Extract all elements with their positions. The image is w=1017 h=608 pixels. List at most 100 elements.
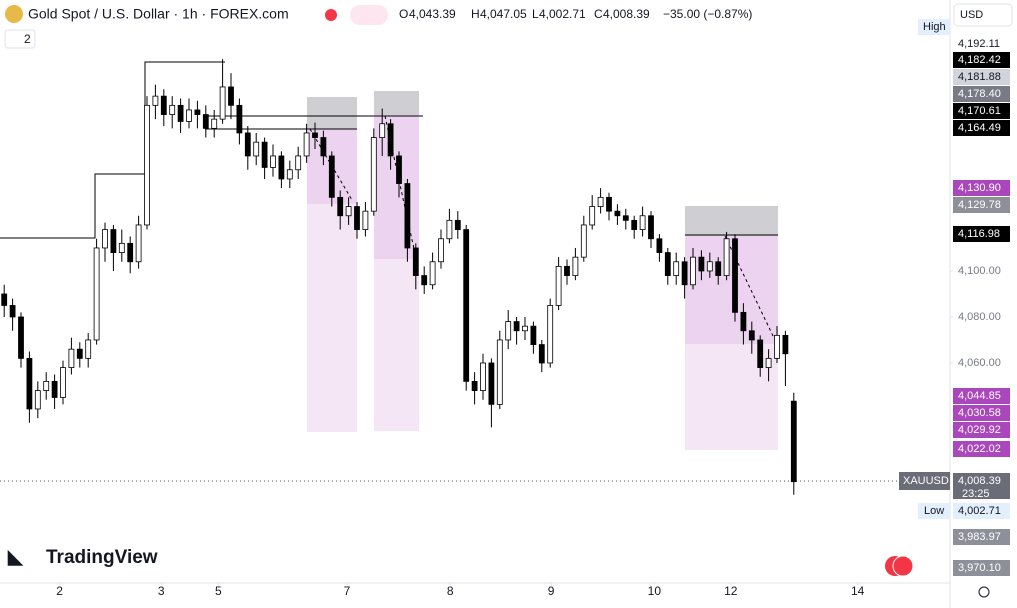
price-tag-label: 4,170.61	[958, 105, 1001, 117]
price-tag-label: 4,129.78	[958, 199, 1001, 211]
candle-body	[244, 132, 251, 157]
ohlc-label: O	[399, 7, 408, 21]
candle-body	[614, 210, 621, 217]
price-tag	[953, 226, 1010, 242]
price-tag	[953, 529, 1010, 545]
price-tag-label: 3,983.97	[958, 531, 1001, 543]
price-tag	[953, 86, 1010, 102]
price-tag	[953, 388, 1010, 404]
y-tick-label: 4,100.00	[958, 265, 1001, 277]
candle-body	[219, 86, 226, 120]
price-tag-label: 4,164.49	[958, 122, 1001, 134]
x-tick-label: 5	[215, 584, 222, 598]
y-tick-label: 4,080.00	[958, 311, 1001, 323]
candle-body	[522, 325, 528, 332]
candle-body	[261, 141, 268, 168]
event-flag[interactable]	[892, 555, 914, 577]
price-tag-label: 4,192.11	[958, 38, 1000, 50]
candle-body	[379, 123, 386, 138]
candle-body	[648, 215, 654, 240]
countdown: 23:25	[962, 488, 990, 500]
candle-body	[538, 344, 545, 364]
candle-body	[757, 339, 764, 368]
candle-body	[740, 311, 747, 332]
ohlc-label: L	[532, 7, 539, 21]
target-zone	[685, 236, 778, 344]
y-tick-label: 4,060.00	[958, 357, 1001, 369]
candle-body	[354, 206, 360, 230]
high-tag	[918, 19, 950, 35]
price-tag	[953, 36, 1010, 52]
ohlc-label: H	[471, 7, 480, 21]
price-tag	[953, 197, 1010, 213]
candle-body	[93, 247, 100, 341]
brand-mark: ◣	[7, 547, 24, 568]
candle-body	[211, 118, 218, 129]
candle-body	[362, 210, 369, 230]
candle-body	[328, 155, 335, 198]
candle-body	[404, 183, 411, 249]
candle-body	[606, 196, 612, 212]
candle-body	[295, 155, 302, 171]
market-status[interactable]	[325, 9, 337, 21]
candle-body	[664, 252, 671, 276]
ohlc-value: 4,008.39	[603, 7, 650, 21]
candle-body	[102, 229, 108, 249]
indicator-toggle[interactable]	[350, 5, 388, 25]
ohlc-value: 4,047.05	[480, 7, 527, 21]
candle-body	[463, 229, 470, 382]
candle-body	[396, 155, 402, 184]
price-tag	[953, 69, 1010, 85]
candle-body	[68, 348, 75, 368]
candle-body	[278, 155, 285, 180]
candle-body	[631, 219, 638, 230]
x-tick-label: 8	[447, 584, 454, 598]
price-tag-label: 4,008.39	[958, 475, 1001, 487]
price-tag-label: 4,181.88	[958, 71, 1001, 83]
candle-body	[480, 362, 486, 391]
symbol: XAUUSD	[903, 475, 949, 487]
ohlc-label: C	[594, 7, 603, 21]
candle-body	[345, 206, 352, 217]
candle-body	[144, 104, 150, 226]
candle-body	[34, 390, 41, 410]
candle-body	[496, 339, 503, 405]
symbol-logo	[5, 5, 23, 23]
price-tag-label: 4,030.58	[958, 407, 1001, 419]
target-zone	[374, 115, 419, 259]
x-tick-label: 7	[344, 584, 351, 598]
candle-body	[555, 265, 562, 306]
candle-body	[177, 104, 184, 122]
candle-body	[135, 224, 142, 263]
candle-body	[530, 325, 537, 345]
settings[interactable]	[978, 586, 990, 598]
target-zone	[374, 259, 419, 431]
candle-body	[202, 114, 209, 129]
indicator-count: 2	[24, 32, 31, 46]
candle-body	[656, 238, 663, 253]
candle-body	[412, 247, 419, 276]
candle-body	[286, 169, 293, 180]
currency-select[interactable]	[953, 3, 1013, 27]
candle-body	[782, 334, 789, 355]
indicator-collapse[interactable]	[4, 29, 36, 49]
drawings	[0, 61, 950, 482]
candle-body	[732, 238, 738, 313]
candle-body	[765, 357, 772, 368]
price-tag	[953, 52, 1010, 68]
candle-body	[564, 265, 570, 276]
candle-body	[236, 104, 243, 134]
target-zone	[307, 204, 357, 432]
stop-zone	[374, 91, 419, 115]
candle-body	[127, 242, 134, 263]
price-tag-label: 4,130.90	[958, 182, 1001, 194]
path-line	[309, 128, 353, 201]
candle-body	[118, 242, 125, 253]
candle-body	[572, 256, 579, 276]
candle-body	[681, 261, 688, 286]
price-tag-label: 4,044.85	[958, 390, 1001, 402]
low-tag	[918, 503, 950, 519]
candle-body	[698, 256, 705, 272]
